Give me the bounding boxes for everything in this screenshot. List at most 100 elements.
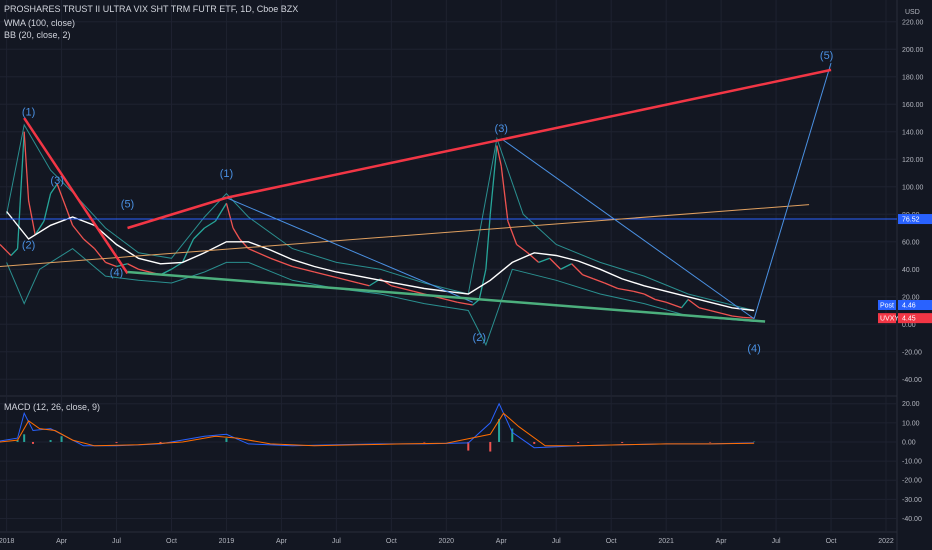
drawings[interactable] bbox=[0, 62, 897, 323]
price-segment bbox=[214, 202, 228, 222]
price-segment bbox=[582, 274, 594, 280]
time-tick-label: Apr bbox=[716, 538, 728, 545]
price-segment bbox=[171, 261, 183, 270]
time-tick-label: Oct bbox=[606, 538, 617, 545]
time-tick-label: Apr bbox=[496, 538, 508, 545]
price-segment bbox=[507, 220, 518, 245]
macd-signal-line bbox=[0, 412, 755, 447]
time-tick-label: 2019 bbox=[219, 538, 235, 545]
price-segment bbox=[496, 145, 502, 167]
price-segment bbox=[358, 282, 370, 287]
macd-histogram-bar bbox=[23, 434, 26, 442]
macd-histogram-bar bbox=[577, 441, 580, 443]
bb-legend[interactable]: BB (20, close, 2) bbox=[4, 30, 71, 40]
price-segment bbox=[500, 166, 509, 222]
price-segment bbox=[43, 193, 52, 222]
price-segment bbox=[0, 244, 12, 256]
price-segment bbox=[181, 238, 195, 263]
wave-label: (2) bbox=[22, 240, 35, 252]
last-price-tag-label: UVXY bbox=[880, 316, 899, 323]
wave-label: (3) bbox=[50, 175, 63, 187]
time-tick-label: Jul bbox=[112, 538, 121, 545]
price-segment bbox=[720, 312, 733, 317]
time-tick-label: 2018 bbox=[0, 538, 14, 545]
price-segment bbox=[687, 298, 700, 309]
price-segment bbox=[225, 203, 234, 229]
time-tick-label: 2022 bbox=[878, 538, 894, 545]
time-tick-label: Jul bbox=[332, 538, 341, 545]
price-segment bbox=[336, 276, 359, 284]
last-price-tag-value-bg bbox=[898, 313, 932, 324]
price-segment bbox=[516, 243, 529, 254]
hline-tag-value: 76.52 bbox=[902, 217, 920, 224]
wave-projection-line bbox=[500, 138, 755, 320]
wave-label: (3) bbox=[495, 123, 508, 135]
time-tick-label: 2021 bbox=[658, 538, 674, 545]
price-segment bbox=[270, 257, 293, 268]
price-segment bbox=[56, 183, 67, 208]
macd-histogram-bar bbox=[115, 441, 118, 443]
time-tick-label: Oct bbox=[166, 538, 177, 545]
macd-tick-label: 20.00 bbox=[902, 401, 920, 408]
macd-histogram-bar bbox=[511, 428, 514, 442]
price-segment bbox=[457, 301, 473, 306]
price-tick-label: -20.00 bbox=[902, 349, 922, 356]
price-segment bbox=[593, 278, 605, 284]
post-price-tag-value: 4.46 bbox=[902, 303, 916, 310]
price-segment bbox=[571, 263, 584, 276]
price-segment bbox=[391, 285, 414, 292]
symbol-title[interactable]: PROSHARES TRUST II ULTRA VIX SHT TRM FUT… bbox=[4, 4, 299, 14]
price-segment bbox=[549, 257, 562, 270]
macd-histogram-bar bbox=[709, 441, 712, 443]
price-segment bbox=[538, 257, 550, 263]
macd-histogram-bar bbox=[225, 438, 228, 442]
grid bbox=[0, 0, 898, 550]
price-segment bbox=[127, 263, 139, 270]
macd-histogram-bar bbox=[423, 441, 426, 443]
price-segment bbox=[292, 265, 315, 273]
wave-labels: (1) (2) (3) (4) (5) (1) (2) (3) (4) (5) bbox=[22, 50, 834, 355]
price-segment bbox=[239, 238, 249, 250]
bb-lower-line bbox=[6, 247, 755, 347]
time-tick-label: Oct bbox=[386, 538, 397, 545]
macd-tick-label: -20.00 bbox=[902, 478, 922, 485]
price-tick-label: 180.00 bbox=[902, 74, 924, 81]
price-segment bbox=[204, 220, 216, 229]
price-segment bbox=[23, 131, 30, 201]
price-segment bbox=[314, 271, 337, 279]
red-trendline bbox=[127, 196, 227, 230]
price-tick-label: -40.00 bbox=[902, 377, 922, 384]
macd-line bbox=[0, 402, 755, 449]
price-segment bbox=[665, 301, 682, 309]
macd-tick-label: -30.00 bbox=[902, 497, 922, 504]
price-segment bbox=[72, 224, 85, 240]
wave-projection-line bbox=[226, 197, 473, 303]
price-segment bbox=[94, 248, 107, 263]
price-segment bbox=[681, 299, 689, 309]
price-segment bbox=[709, 309, 722, 314]
price-tick-label: 20.00 bbox=[902, 294, 920, 301]
price-tick-label: 120.00 bbox=[902, 157, 924, 164]
price-segment bbox=[485, 214, 491, 270]
last-price-tag-label-bg bbox=[878, 313, 896, 324]
macd-histogram-bar bbox=[489, 441, 492, 452]
wave-label: (5) bbox=[820, 50, 833, 62]
time-tick-label: Oct bbox=[826, 538, 837, 545]
last-price-tag-value: 4.45 bbox=[902, 316, 916, 323]
macd-legend[interactable]: MACD (12, 26, close, 9) bbox=[4, 402, 101, 412]
red-trendline bbox=[226, 68, 832, 199]
wma-line bbox=[6, 211, 755, 312]
price-segment bbox=[643, 293, 656, 301]
price-tick-label: 200.00 bbox=[902, 47, 924, 54]
wave-label: (4) bbox=[747, 343, 760, 355]
bollinger-bands bbox=[6, 123, 755, 347]
post-price-tag-label-bg bbox=[878, 300, 896, 310]
macd-tick-label: -40.00 bbox=[902, 516, 922, 523]
price-segment bbox=[232, 227, 241, 240]
wma-legend[interactable]: WMA (100, close) bbox=[4, 18, 76, 28]
wave-label: (1) bbox=[22, 106, 35, 118]
post-price-tag-label: Post bbox=[880, 303, 894, 310]
price-tick-label: 160.00 bbox=[902, 102, 924, 109]
price-segment bbox=[732, 315, 744, 319]
